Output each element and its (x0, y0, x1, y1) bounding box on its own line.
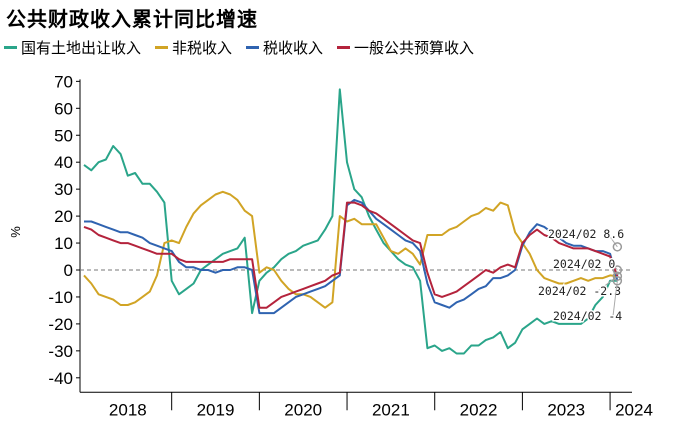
annotation-marker (612, 271, 623, 281)
y-tick-label: 50 (54, 126, 73, 145)
legend-swatch (155, 45, 169, 49)
legend-label: 国有土地出让收入 (21, 38, 142, 57)
series-line-3 (83, 201, 619, 309)
legend: 国有土地出让收入 非税收入 税收收入 一般公共预算收入 (4, 35, 488, 59)
y-tick-label: -10 (48, 288, 73, 307)
chart-title: 公共财政收入累计同比增速 (6, 7, 258, 31)
legend-item-2: 税收收入 (246, 37, 323, 58)
y-tick-label: 60 (54, 99, 73, 118)
annotation-leader (607, 233, 618, 248)
x-tick-label: 2022 (460, 400, 498, 419)
x-tick-label: 2024 (615, 400, 653, 419)
legend-item-3: 一般公共预算收入 (337, 37, 474, 58)
annotation-label: 2024/02 8.6 (548, 227, 624, 241)
legend-label: 非税收入 (172, 38, 233, 57)
y-tick-label: 70 (54, 72, 73, 91)
legend-swatch (246, 45, 260, 49)
annotation-label: 2024/02 -4 (553, 309, 622, 323)
annotation-marker (612, 265, 623, 275)
y-tick-label: -30 (48, 342, 73, 361)
legend-item-1: 非税收入 (155, 37, 232, 58)
legend-item-0: 国有土地出让收入 (4, 37, 141, 58)
y-tick-label: 30 (54, 180, 73, 199)
annotation-leader (612, 280, 618, 317)
y-tick-label: 40 (54, 153, 73, 172)
legend-swatch (4, 45, 17, 49)
x-tick-label: 2020 (284, 400, 322, 419)
annotation-label: 2024/02 0 (553, 257, 615, 271)
annotation-marker (612, 276, 623, 286)
annotation-label: 2024/02 -2.3 (538, 284, 621, 298)
series-line-1 (83, 190, 618, 309)
y-tick-label: -40 (48, 369, 73, 388)
series-line-0 (83, 88, 618, 355)
legend-swatch (337, 45, 351, 49)
x-tick-label: 2021 (372, 400, 410, 419)
x-tick-label: 2023 (547, 400, 585, 419)
y-tick-label: 20 (54, 207, 73, 226)
x-tick-label: 2018 (109, 400, 147, 419)
y-tick-label: -20 (48, 315, 73, 334)
y-axis-label: % (8, 226, 23, 238)
legend-label: 税收收入 (263, 38, 324, 57)
x-tick-label: 2019 (197, 400, 235, 419)
y-tick-label: 10 (54, 234, 73, 253)
annotation-marker (612, 242, 623, 252)
y-tick-label: 0 (64, 261, 73, 280)
legend-label: 一般公共预算收入 (354, 38, 475, 57)
